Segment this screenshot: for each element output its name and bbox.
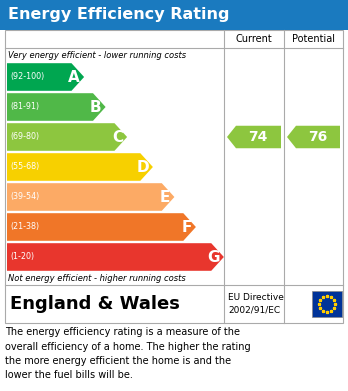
Text: D: D <box>136 160 149 174</box>
Text: lower the fuel bills will be.: lower the fuel bills will be. <box>5 371 133 380</box>
Text: (39-54): (39-54) <box>10 192 39 201</box>
Text: Energy Efficiency Rating: Energy Efficiency Rating <box>8 7 229 23</box>
Text: Potential: Potential <box>292 34 335 44</box>
Text: Not energy efficient - higher running costs: Not energy efficient - higher running co… <box>8 274 186 283</box>
Text: (69-80): (69-80) <box>10 133 39 142</box>
Text: overall efficiency of a home. The higher the rating: overall efficiency of a home. The higher… <box>5 341 251 352</box>
Text: (81-91): (81-91) <box>10 102 39 111</box>
Text: 74: 74 <box>248 130 268 144</box>
Text: EU Directive: EU Directive <box>228 293 284 302</box>
Text: (55-68): (55-68) <box>10 163 39 172</box>
Polygon shape <box>7 243 224 271</box>
Polygon shape <box>7 153 153 181</box>
Text: 76: 76 <box>308 130 327 144</box>
Text: (92-100): (92-100) <box>10 72 44 81</box>
Bar <box>312 291 342 317</box>
Text: (21-38): (21-38) <box>10 222 39 231</box>
Polygon shape <box>7 123 127 151</box>
Text: (1-20): (1-20) <box>10 253 34 262</box>
Text: C: C <box>112 129 123 145</box>
Text: England & Wales: England & Wales <box>10 295 180 313</box>
Text: G: G <box>207 249 220 264</box>
Bar <box>5 30 343 323</box>
Polygon shape <box>287 126 340 148</box>
Text: the more energy efficient the home is and the: the more energy efficient the home is an… <box>5 356 231 366</box>
Text: B: B <box>90 99 102 115</box>
Text: Current: Current <box>236 34 272 44</box>
Polygon shape <box>7 183 174 211</box>
Text: The energy efficiency rating is a measure of the: The energy efficiency rating is a measur… <box>5 327 240 337</box>
Text: F: F <box>182 219 192 235</box>
Polygon shape <box>7 213 196 241</box>
Polygon shape <box>7 63 84 91</box>
Polygon shape <box>227 126 281 148</box>
Text: A: A <box>68 70 80 84</box>
Bar <box>0 0 348 30</box>
Text: Very energy efficient - lower running costs: Very energy efficient - lower running co… <box>8 50 186 59</box>
Text: 2002/91/EC: 2002/91/EC <box>228 306 280 315</box>
Polygon shape <box>7 93 105 121</box>
Text: E: E <box>160 190 171 204</box>
